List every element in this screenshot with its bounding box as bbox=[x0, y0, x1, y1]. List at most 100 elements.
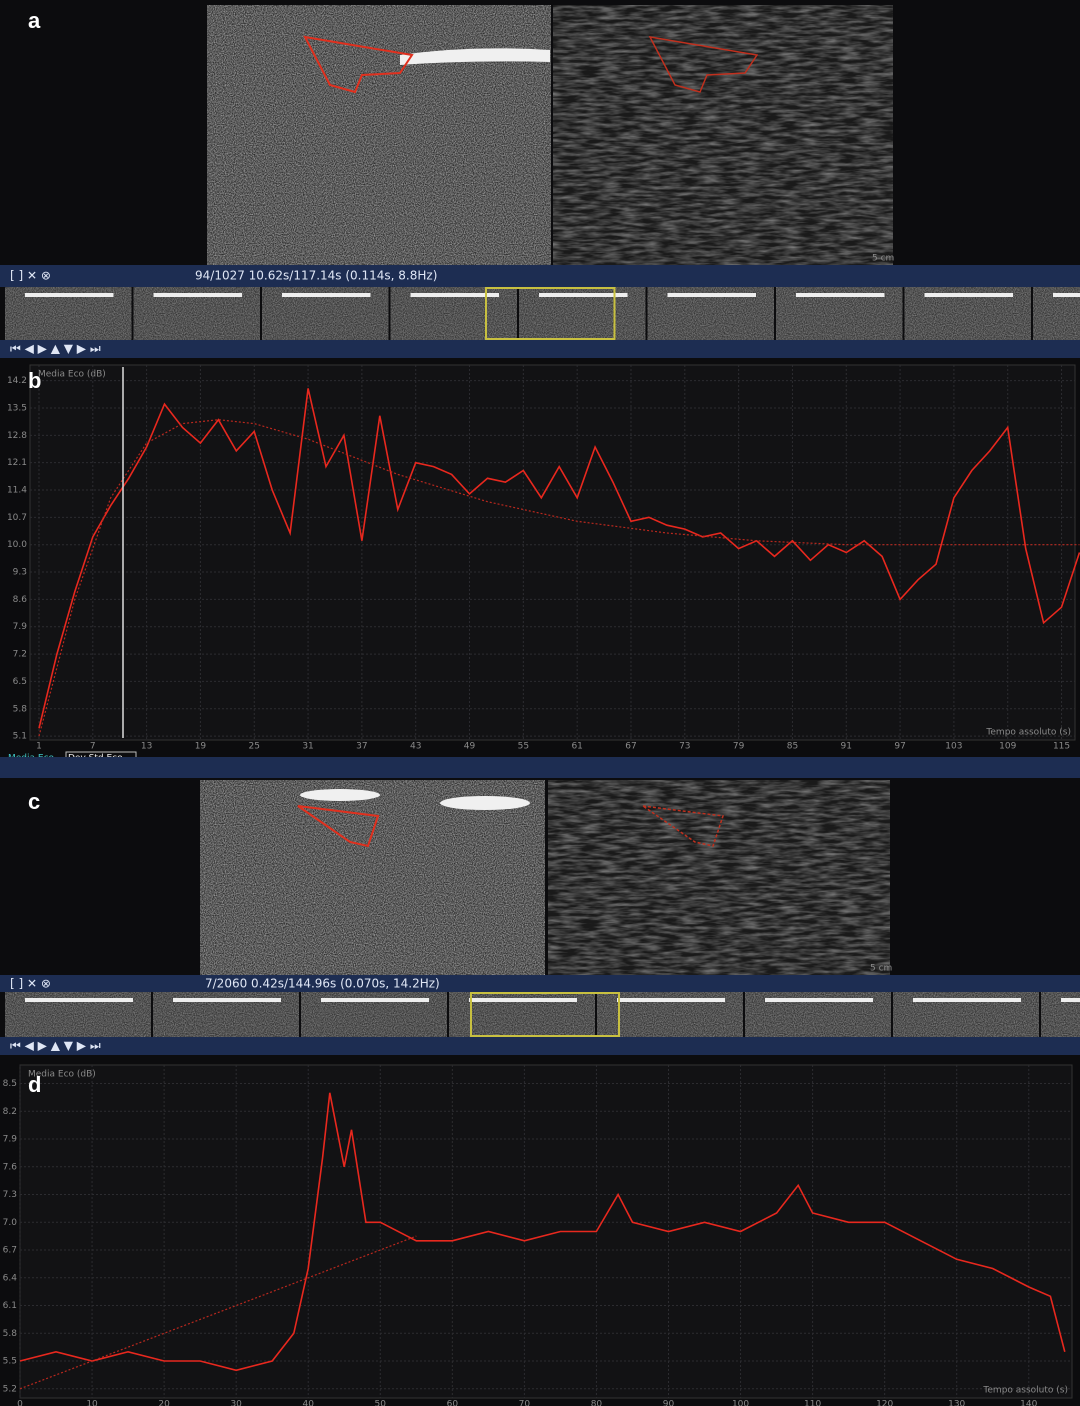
panel-label: d bbox=[28, 1072, 41, 1097]
toolbar bbox=[0, 265, 1080, 287]
thumbnail-highlight bbox=[1053, 293, 1080, 297]
y-tick-label: 5.5 bbox=[3, 1357, 17, 1367]
y-tick-label: 6.5 bbox=[13, 677, 27, 687]
x-tick-label: 73 bbox=[679, 742, 690, 752]
x-tick-label: 100 bbox=[732, 1400, 749, 1406]
thumbnail-highlight bbox=[25, 998, 133, 1002]
y-tick-label: 10.7 bbox=[7, 513, 27, 523]
x-tick-label: 30 bbox=[230, 1400, 242, 1406]
thumbnail-highlight bbox=[469, 998, 577, 1002]
x-tick-label: 10 bbox=[86, 1400, 98, 1406]
thumbnail-highlight bbox=[913, 998, 1021, 1002]
image-texture bbox=[553, 5, 893, 265]
y-tick-label: 7.2 bbox=[13, 650, 27, 660]
x-tick-label: 7 bbox=[90, 742, 96, 752]
playback-icons[interactable]: ⏮ ◀ ▶ ▲ ▼ ▶ ⏭ bbox=[10, 342, 101, 356]
x-tick-label: 60 bbox=[447, 1400, 459, 1406]
thumbnail-highlight bbox=[796, 293, 885, 297]
thumbnail-highlight bbox=[282, 293, 371, 297]
thumbnail-strip bbox=[5, 287, 1080, 340]
y-tick-label: 5.8 bbox=[3, 1329, 18, 1339]
y-tick-label: 11.4 bbox=[7, 486, 27, 496]
x-tick-label: 1 bbox=[36, 742, 42, 752]
x-tick-label: 13 bbox=[141, 742, 152, 752]
thumbnail-highlight bbox=[25, 293, 114, 297]
y-tick-label: 9.3 bbox=[13, 568, 27, 578]
y-tick-label: 7.3 bbox=[3, 1190, 17, 1200]
x-tick-label: 130 bbox=[948, 1400, 965, 1406]
x-tick-label: 55 bbox=[518, 742, 529, 752]
playback-bar bbox=[0, 340, 1080, 358]
bright-spot bbox=[300, 789, 380, 801]
x-tick-label: 91 bbox=[841, 742, 852, 752]
scale-label: 5 cm bbox=[870, 964, 892, 974]
x-tick-label: 97 bbox=[894, 742, 905, 752]
screenshot: 5 cm 94/1027 10.62s/117.14s (0.114s, 8.8… bbox=[0, 0, 1080, 1406]
x-axis-label: Tempo assoluto (s) bbox=[982, 1386, 1068, 1396]
y-tick-label: 5.1 bbox=[13, 732, 27, 742]
x-tick-label: 19 bbox=[195, 742, 207, 752]
separator bbox=[0, 757, 1080, 778]
thumbnail-highlight bbox=[925, 293, 1014, 297]
x-tick-label: 67 bbox=[625, 742, 636, 752]
y-tick-label: 6.7 bbox=[3, 1246, 17, 1256]
ultrasound-a: 5 cm bbox=[207, 5, 894, 265]
thumbnail-highlight bbox=[668, 293, 757, 297]
x-axis-label: Tempo assoluto (s) bbox=[985, 728, 1071, 738]
thumbnail-highlight bbox=[154, 293, 243, 297]
y-tick-label: 5.2 bbox=[3, 1384, 17, 1394]
x-tick-label: 110 bbox=[804, 1400, 821, 1406]
toolbar-icons[interactable]: [ ] ✕ ⊗ bbox=[10, 269, 51, 283]
x-tick-label: 31 bbox=[302, 742, 313, 752]
y-tick-label: 8.2 bbox=[3, 1107, 17, 1117]
toolbar-icons[interactable]: [ ] ✕ ⊗ bbox=[10, 977, 51, 991]
y-tick-label: 10.0 bbox=[7, 540, 27, 550]
x-tick-label: 140 bbox=[1020, 1400, 1037, 1406]
y-tick-label: 8.5 bbox=[3, 1079, 17, 1089]
playback-bar bbox=[0, 1037, 1080, 1055]
x-tick-label: 109 bbox=[999, 742, 1016, 752]
x-tick-label: 80 bbox=[591, 1400, 603, 1406]
thumbnail-highlight bbox=[1061, 998, 1080, 1002]
x-tick-label: 85 bbox=[787, 742, 798, 752]
bright-spot bbox=[440, 796, 530, 810]
y-tick-label: 7.9 bbox=[3, 1135, 18, 1145]
y-tick-label: 12.1 bbox=[7, 458, 27, 468]
x-tick-label: 43 bbox=[410, 742, 421, 752]
x-tick-label: 40 bbox=[302, 1400, 314, 1406]
x-tick-label: 120 bbox=[876, 1400, 893, 1406]
y-tick-label: 14.2 bbox=[7, 376, 27, 386]
y-tick-label: 7.6 bbox=[3, 1162, 18, 1172]
panel-label: c bbox=[28, 789, 40, 814]
playback-icons[interactable]: ⏮ ◀ ▶ ▲ ▼ ▶ ⏭ bbox=[10, 1039, 101, 1053]
y-tick-label: 5.8 bbox=[13, 704, 28, 714]
thumbnail-strip bbox=[5, 992, 1080, 1037]
x-tick-label: 50 bbox=[375, 1400, 387, 1406]
thumbnail-highlight bbox=[173, 998, 281, 1002]
x-tick-label: 79 bbox=[733, 742, 745, 752]
y-tick-label: 8.6 bbox=[13, 595, 28, 605]
x-tick-label: 25 bbox=[249, 742, 260, 752]
thumbnail-highlight bbox=[617, 998, 725, 1002]
toolbar bbox=[0, 975, 1080, 992]
x-tick-label: 20 bbox=[158, 1400, 170, 1406]
plot-area bbox=[30, 365, 1075, 740]
y-tick-label: 12.8 bbox=[7, 431, 27, 441]
status: 94/1027 10.62s/117.14s (0.114s, 8.8Hz) bbox=[195, 269, 437, 283]
y-tick-label: 7.0 bbox=[3, 1218, 18, 1228]
panel-label: b bbox=[28, 368, 41, 393]
thumbnail-highlight bbox=[321, 998, 429, 1002]
y-axis-label: Media Eco (dB) bbox=[38, 370, 106, 380]
x-tick-label: 90 bbox=[663, 1400, 675, 1406]
x-tick-label: 70 bbox=[519, 1400, 531, 1406]
plot-area bbox=[20, 1065, 1072, 1398]
x-tick-label: 0 bbox=[17, 1400, 23, 1406]
status: 7/2060 0.42s/144.96s (0.070s, 14.2Hz) bbox=[205, 977, 440, 991]
image-texture bbox=[548, 780, 890, 975]
x-tick-label: 49 bbox=[464, 742, 476, 752]
thumbnail-highlight bbox=[765, 998, 873, 1002]
x-tick-label: 61 bbox=[571, 742, 582, 752]
y-tick-label: 6.1 bbox=[3, 1301, 17, 1311]
panel-label: a bbox=[28, 8, 41, 33]
y-tick-label: 7.9 bbox=[13, 622, 28, 632]
